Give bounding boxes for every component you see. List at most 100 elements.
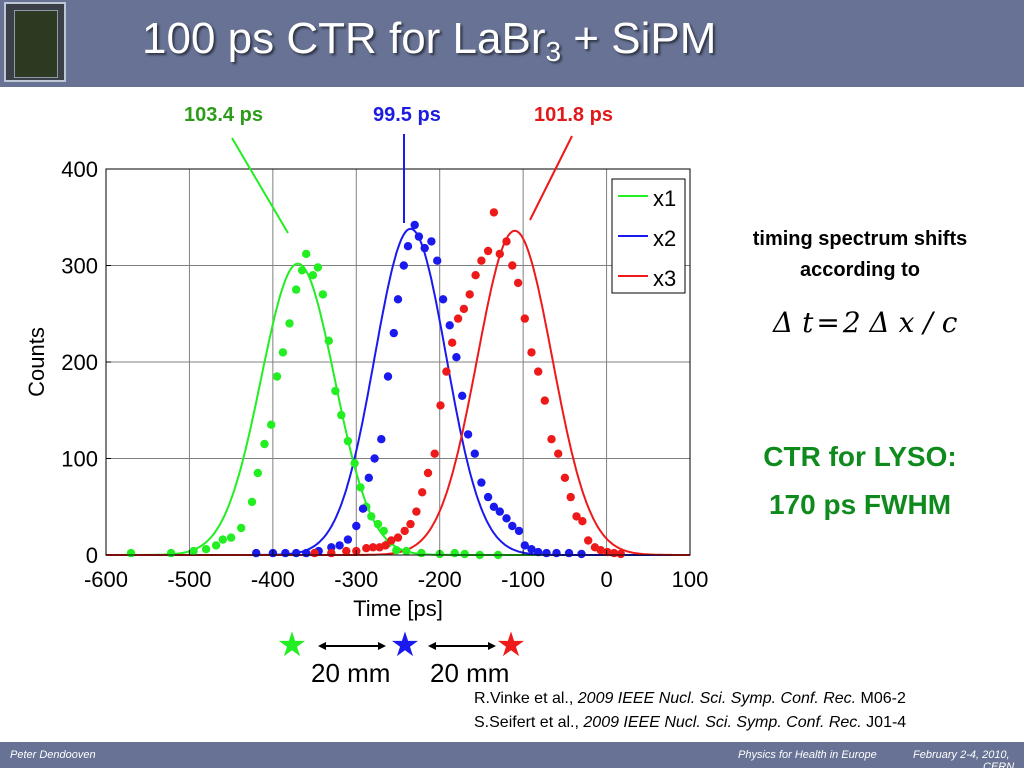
- data-point-x2: [292, 548, 301, 558]
- x-tick-label: -600: [84, 567, 128, 592]
- data-point-x3: [483, 246, 493, 256]
- data-point-x2: [577, 549, 586, 559]
- data-point-x3: [418, 488, 427, 497]
- data-point-x2: [502, 514, 511, 523]
- data-point-x3: [596, 546, 605, 555]
- data-point-x3: [502, 237, 511, 246]
- data-point-x3: [412, 507, 421, 516]
- lyso-title: CTR for LYSO:: [763, 441, 957, 472]
- data-point-x1: [417, 548, 426, 558]
- data-point-x1: [308, 271, 318, 280]
- data-point-x2: [383, 372, 393, 381]
- data-point-x1: [313, 263, 323, 272]
- data-point-x2: [335, 541, 344, 550]
- data-point-x2: [508, 521, 517, 531]
- footer-event: Physics for Health in Europe: [738, 749, 877, 761]
- peak-label-x2: 99.5 ps: [373, 104, 441, 126]
- data-point-x1: [337, 410, 346, 420]
- chart-points: [126, 208, 625, 560]
- arrow-head-left-2: [428, 642, 436, 650]
- data-point-x2: [252, 548, 261, 558]
- data-point-x2: [403, 242, 413, 251]
- timing-formula: Δ t = 2 Δ x / c: [773, 306, 958, 339]
- data-point-x2: [420, 243, 429, 253]
- data-point-x1: [297, 266, 307, 275]
- data-point-x3: [406, 519, 415, 529]
- data-point-x1: [260, 439, 269, 449]
- data-point-x2: [452, 353, 461, 362]
- chart-grid: [106, 169, 690, 555]
- fit-curve-x2: [106, 227, 690, 556]
- data-point-x1: [285, 319, 294, 328]
- data-point-x1: [324, 336, 333, 345]
- data-point-x1: [367, 512, 376, 521]
- header-bar: 100 ps CTR for LaBr3 + SiPM: [0, 0, 1024, 87]
- data-point-x1: [343, 436, 353, 446]
- data-point-x3: [436, 401, 445, 410]
- data-point-x2: [514, 526, 524, 536]
- chart-fit-curves: [106, 227, 690, 556]
- data-point-x2: [364, 473, 373, 482]
- data-point-x2: [445, 321, 454, 330]
- data-point-x2: [470, 449, 479, 458]
- data-point-x3: [584, 536, 593, 545]
- data-point-x1: [237, 523, 246, 533]
- data-point-x1: [379, 526, 388, 536]
- fit-curve-x3: [106, 229, 690, 556]
- data-point-x1: [253, 468, 262, 478]
- peak-label-x3: 101.8 ps: [534, 104, 613, 126]
- y-tick-label: 400: [61, 157, 98, 182]
- annotation-line-1: timing spectrum shifts: [752, 228, 968, 250]
- data-point-x3: [400, 526, 409, 536]
- data-point-x2: [458, 391, 467, 400]
- data-point-x1: [218, 535, 227, 544]
- data-point-x1: [318, 290, 328, 299]
- data-point-x2: [483, 492, 493, 502]
- lyso-value: 170 ps FWHM: [768, 489, 952, 520]
- data-point-x2: [410, 220, 419, 230]
- data-point-x2: [463, 430, 473, 439]
- data-point-x2: [477, 478, 486, 487]
- arrow-head-right-2: [488, 642, 496, 650]
- data-point-x2: [358, 504, 368, 513]
- data-point-x3: [393, 533, 403, 542]
- data-point-x2: [489, 502, 499, 511]
- data-point-x3: [540, 396, 549, 405]
- y-tick-label: 300: [61, 254, 98, 279]
- data-point-x3: [362, 544, 371, 553]
- data-point-x3: [534, 367, 543, 376]
- footer-place: CERN: [983, 761, 1015, 773]
- slide-title: 100 ps CTR for LaBr3 + SiPM: [142, 14, 717, 67]
- data-point-x1: [166, 548, 176, 558]
- data-point-x2: [377, 435, 386, 444]
- data-point-x2: [389, 328, 398, 338]
- data-point-x3: [603, 547, 612, 557]
- data-point-x3: [560, 473, 570, 482]
- data-point-x3: [342, 546, 351, 556]
- reference-2: S.Seifert et al., 2009 IEEE Nucl. Sci. S…: [474, 714, 907, 731]
- data-point-x1: [402, 546, 411, 556]
- peak-label-x1: 103.4 ps: [184, 104, 263, 126]
- data-point-x2: [534, 547, 543, 557]
- detector-thumbnail-icon: [4, 2, 66, 82]
- data-point-x1: [302, 249, 311, 259]
- data-point-x3: [495, 249, 504, 259]
- data-point-x3: [520, 314, 529, 323]
- data-point-x2: [370, 454, 379, 463]
- footer-date: February 2-4, 2010,: [913, 749, 1010, 761]
- data-point-x2: [527, 545, 536, 554]
- data-point-x2: [393, 295, 403, 304]
- data-point-x1: [373, 519, 383, 529]
- x-tick-label: -500: [167, 567, 211, 592]
- star-red-icon: ★: [496, 626, 526, 664]
- pointer-line-x3: [529, 135, 573, 221]
- data-point-x2: [438, 295, 448, 304]
- data-point-x2: [414, 232, 424, 241]
- star-green-icon: ★: [277, 626, 307, 664]
- legend-label-x2: x2: [653, 226, 676, 251]
- data-point-x1: [331, 386, 340, 396]
- data-point-x1: [126, 548, 136, 558]
- data-point-x1: [272, 372, 282, 381]
- data-point-x1: [189, 546, 198, 556]
- data-point-x2: [552, 548, 561, 558]
